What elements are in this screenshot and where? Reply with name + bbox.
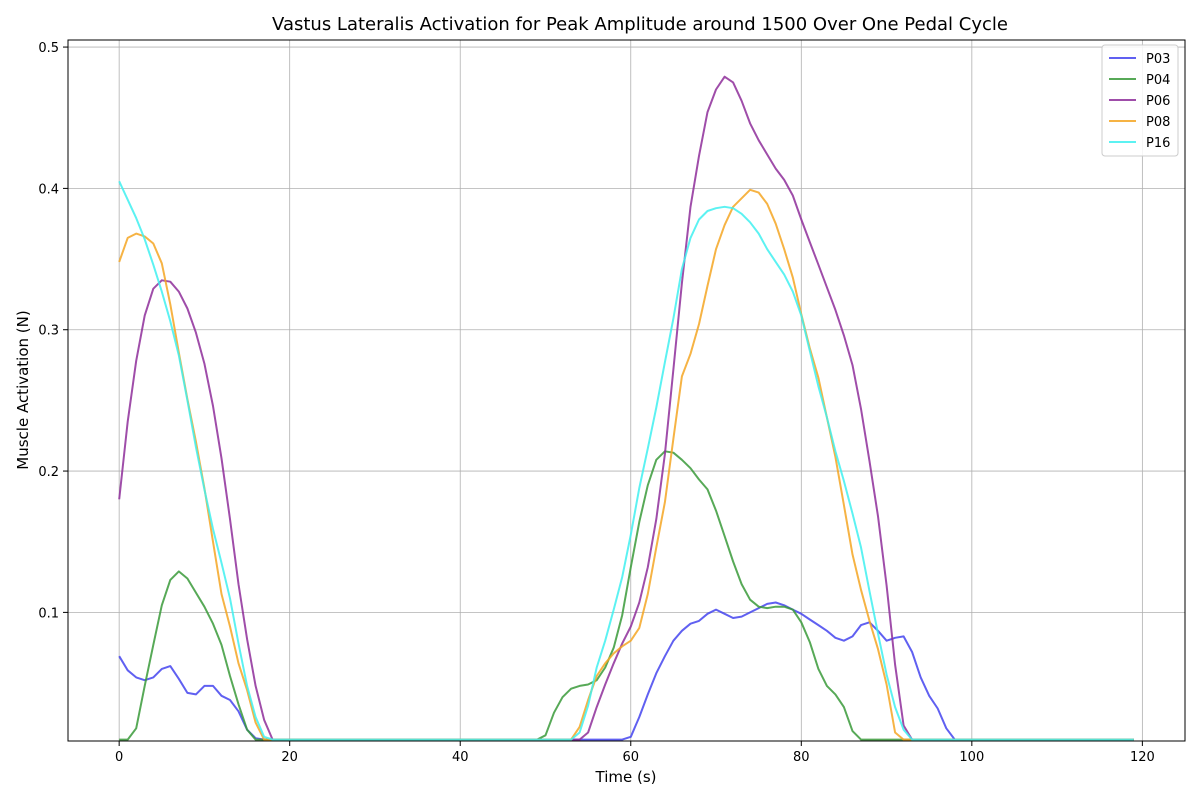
x-tick-label: 20 [281,750,298,765]
x-tick-label: 40 [452,750,469,765]
y-tick-label: 0.3 [38,324,59,339]
x-tick-label: 100 [959,750,984,765]
y-tick-label: 0.1 [38,606,59,621]
axis-ticks: 0 20 40 60 80 100 120 0.1 0.2 0.3 0.4 0.5 [38,41,1154,765]
x-axis-label: Time (s) [595,768,657,786]
series-lines [118,75,1134,741]
series-line-p06 [118,75,1134,741]
y-tick-label: 0.2 [38,465,59,480]
y-axis-label: Muscle Activation (N) [14,310,32,469]
legend-label: P06 [1146,94,1170,109]
series-line-p16 [118,180,1134,741]
x-tick-label: 80 [793,750,810,765]
y-tick-label: 0.5 [38,41,59,56]
legend-label: P04 [1146,73,1170,88]
legend-label: P16 [1146,136,1170,151]
legend: P03 P04 P06 P08 P16 [1101,44,1179,157]
series-line-p04 [119,450,1134,741]
y-tick-label: 0.4 [38,182,59,197]
legend-label: P08 [1146,115,1170,130]
x-tick-label: 60 [622,750,639,765]
grid [68,40,1185,741]
series-line-p03 [118,601,1134,741]
legend-label: P03 [1146,52,1170,67]
chart-title: Vastus Lateralis Activation for Peak Amp… [272,14,1008,35]
legend-box [1101,44,1179,157]
x-tick-label: 0 [115,750,123,765]
x-tick-label: 120 [1130,750,1155,765]
plot-frame [67,39,1186,742]
